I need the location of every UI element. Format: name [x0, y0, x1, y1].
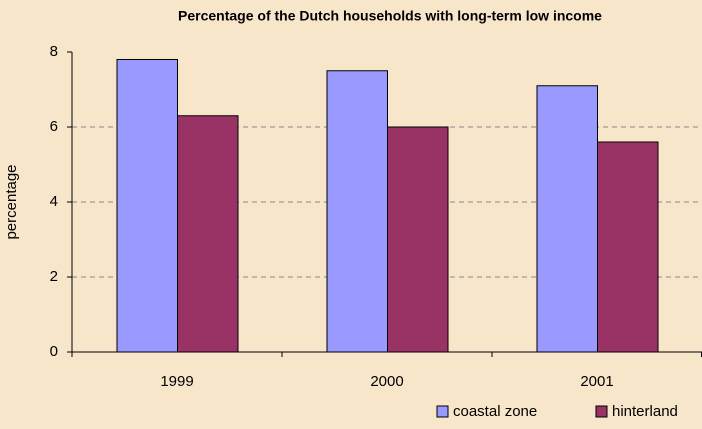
legend-swatch — [436, 405, 449, 418]
y-axis-label: percentage — [3, 164, 20, 239]
x-tick-label: 1999 — [160, 373, 193, 390]
bar — [536, 85, 598, 353]
legend-label: coastal zone — [453, 403, 537, 420]
x-tick-label: 2000 — [370, 373, 403, 390]
y-tick-label: 8 — [50, 43, 58, 60]
bar — [387, 126, 449, 353]
chart-title: Percentage of the Dutch households with … — [178, 8, 602, 24]
y-tick-label: 6 — [50, 118, 58, 135]
y-tick-label: 2 — [50, 268, 58, 285]
bar — [326, 70, 388, 353]
legend-swatch — [595, 405, 608, 418]
y-tick-label: 4 — [50, 193, 58, 210]
legend-label: hinterland — [612, 403, 678, 420]
x-tick-label: 2001 — [580, 373, 613, 390]
bar — [116, 59, 178, 353]
y-tick-label: 0 — [50, 343, 58, 360]
bar — [177, 115, 239, 353]
bar — [597, 141, 659, 353]
